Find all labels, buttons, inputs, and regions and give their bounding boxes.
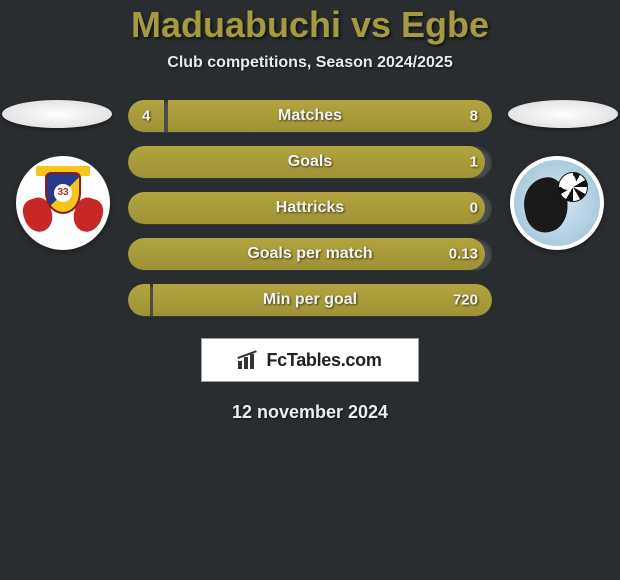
player-name-pill-left: [2, 100, 112, 128]
team-crest-right-icon: [514, 160, 600, 246]
team-logo-right: [510, 156, 604, 250]
stat-value-left: 4: [142, 108, 150, 125]
stat-label: Matches: [278, 107, 342, 125]
stat-bar-left: [128, 284, 150, 316]
stat-row: 4 Matches 8: [128, 100, 492, 132]
stat-value-right: 8: [470, 108, 478, 125]
stat-label: Min per goal: [263, 291, 357, 309]
stat-row: Goals per match 0.13: [128, 238, 492, 270]
team-crest-left-icon: [28, 168, 98, 238]
player-name-pill-right: [508, 100, 618, 128]
right-player-col: [500, 100, 620, 250]
left-player-col: [0, 100, 120, 250]
stat-value-right: 1: [470, 154, 478, 171]
stat-value-right: 720: [453, 292, 478, 309]
chart-icon: [238, 351, 260, 369]
page-subtitle: Club competitions, Season 2024/2025: [0, 54, 620, 72]
stat-label: Goals: [288, 153, 332, 171]
stat-label: Goals per match: [247, 245, 372, 263]
stat-value-right: 0.13: [449, 246, 478, 263]
stat-label: Hattricks: [276, 199, 344, 217]
watermark-badge: FcTables.com: [201, 338, 419, 382]
main-row: 4 Matches 8 Goals 1 Hattricks 0 Goals per match…: [0, 100, 620, 316]
stat-row: Min per goal 720: [128, 284, 492, 316]
page-title: Maduabuchi vs Egbe: [0, 4, 620, 46]
watermark-text: FcTables.com: [266, 350, 381, 371]
comparison-card: Maduabuchi vs Egbe Club competitions, Se…: [0, 0, 620, 423]
stat-row: Goals 1: [128, 146, 492, 178]
stat-value-right: 0: [470, 200, 478, 217]
stat-row: Hattricks 0: [128, 192, 492, 224]
stats-list: 4 Matches 8 Goals 1 Hattricks 0 Goals per match…: [120, 100, 500, 316]
team-logo-left: [16, 156, 110, 250]
date-line: 12 november 2024: [0, 402, 620, 423]
